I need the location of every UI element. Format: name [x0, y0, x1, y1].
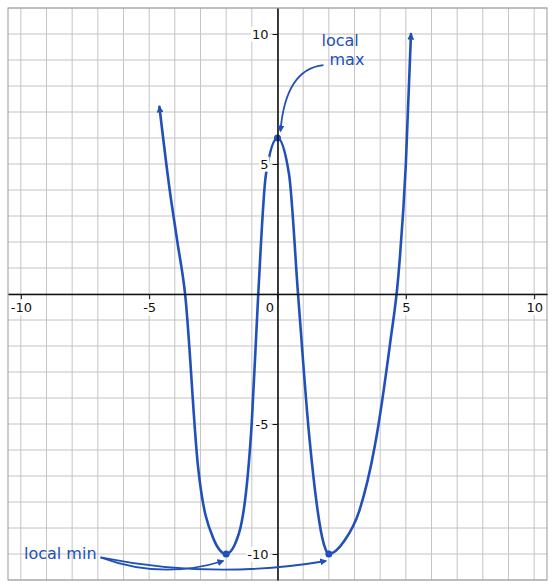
tick: -10 — [10, 294, 33, 315]
plot-frame — [8, 8, 547, 580]
label-patch — [10, 300, 33, 315]
annotation-arrow — [101, 557, 224, 569]
tick-mark — [21, 294, 22, 299]
y-axis: -10 -5 5 10 — [246, 9, 278, 581]
tick-label: -5 — [143, 300, 156, 315]
annotation-arrow — [101, 557, 326, 569]
tick-label: -5 — [256, 417, 269, 432]
chart: -10 -5 0 5 10 -10 -5 5 10 localmax local min — [0, 0, 555, 588]
label-patch — [251, 27, 270, 42]
annotation: local min — [24, 544, 97, 563]
tick-mark — [273, 34, 278, 35]
plot-area — [159, 34, 411, 558]
tick-label: 5 — [260, 157, 268, 172]
tick: 10 — [525, 294, 544, 315]
label-patch — [265, 300, 275, 315]
tick-mark — [406, 294, 407, 299]
tick: -5 — [142, 294, 157, 315]
label-patch — [525, 300, 544, 315]
axis-line — [277, 9, 279, 581]
label-patch — [142, 300, 157, 315]
label-patch — [246, 547, 269, 562]
tick-mark — [273, 554, 278, 555]
extremum-dot — [325, 551, 332, 558]
tick-label: 10 — [252, 27, 269, 42]
label-patch — [255, 417, 270, 432]
tick-label: 0 — [266, 300, 274, 315]
extremum-dot — [223, 551, 230, 558]
label-patch — [401, 300, 411, 315]
tick: 5 — [401, 294, 411, 315]
tick-label: 10 — [526, 300, 543, 315]
annotation-arrow — [281, 65, 324, 131]
tick-mark — [273, 164, 278, 165]
tick: -10 — [246, 547, 277, 562]
tick: 5 — [259, 157, 277, 172]
tick-mark — [149, 294, 150, 299]
tick: 0 — [265, 294, 278, 315]
tick-mark — [534, 294, 535, 299]
tick-label: -10 — [247, 547, 268, 562]
tick: 10 — [251, 27, 278, 42]
grid — [8, 8, 547, 580]
tick-label: 5 — [402, 300, 410, 315]
tick-mark — [273, 424, 278, 425]
annotations: localmax local min — [24, 31, 364, 570]
annotation: localmax — [322, 31, 365, 69]
label-patch — [259, 157, 269, 172]
tick-label: -10 — [11, 300, 32, 315]
tick: -5 — [255, 417, 278, 432]
